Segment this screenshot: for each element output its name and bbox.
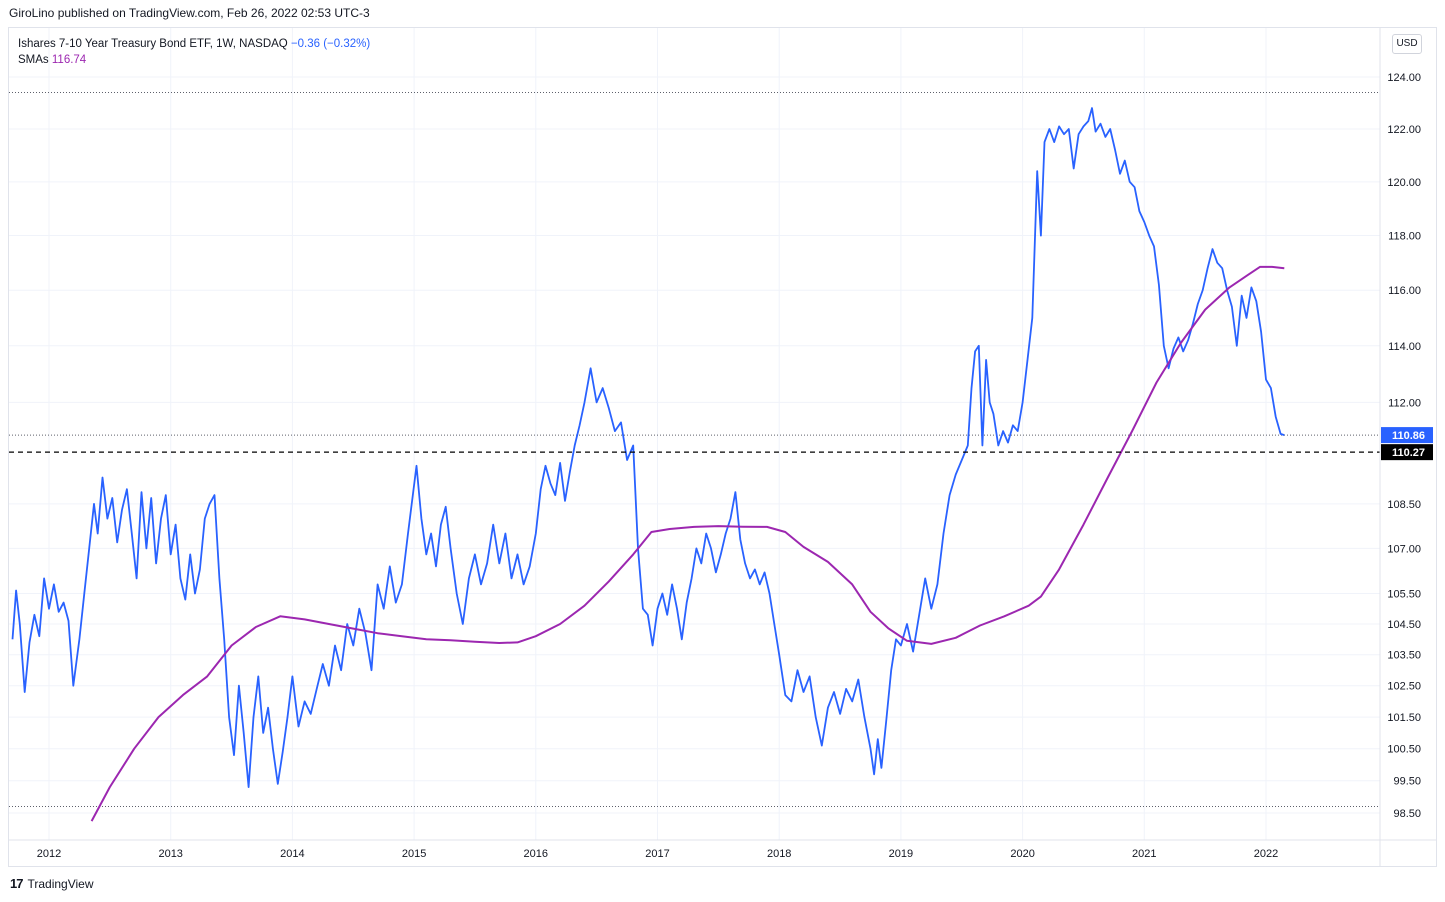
x-tick-label: 2016	[524, 848, 548, 860]
price-labels: 110.86 110.27	[1381, 427, 1433, 461]
y-tick-label: 112.00	[1388, 397, 1421, 409]
y-tick-label: 108.50	[1387, 499, 1421, 511]
y-tick-label: 100.50	[1387, 744, 1421, 756]
line-price-label: 110.27	[1392, 447, 1425, 459]
grid-lines	[9, 28, 1380, 840]
y-tick-label: 116.00	[1388, 285, 1421, 297]
tradingview-brand: TradingView	[27, 876, 94, 891]
x-axis[interactable]: 2012 2013 2014 2015 2016 2017 2018 2019 2020 2021…	[9, 839, 1436, 860]
series-lines	[11, 107, 1285, 822]
last-price-tag	[1381, 427, 1433, 444]
legend-sma-value: 116.74	[51, 54, 87, 66]
legend-change: −0.36 (−0.32%)	[290, 38, 371, 50]
y-tick-label: 105.50	[1387, 589, 1421, 601]
y-tick-label: 101.50	[1387, 712, 1421, 724]
x-tick-label: 2017	[645, 848, 669, 860]
chart-frame	[8, 27, 1437, 867]
price-series-line[interactable]	[11, 107, 1285, 788]
legend-sma-label[interactable]: SMAs	[18, 54, 49, 66]
last-price-label: 110.86	[1392, 430, 1425, 442]
legend-sma-row: SMAs 116.74	[18, 52, 370, 68]
x-tick-label: 2019	[889, 848, 913, 860]
y-tick-label: 122.00	[1387, 124, 1421, 136]
y-tick-label: 118.00	[1388, 231, 1421, 243]
y-tick-label: 107.00	[1387, 543, 1421, 555]
tradingview-logo-icon: 17	[10, 876, 24, 891]
y-tick-label: 103.50	[1387, 650, 1421, 662]
x-tick-label: 2018	[767, 848, 791, 860]
y-tick-label: 102.50	[1387, 681, 1421, 693]
tradingview-logo[interactable]: 17 TradingView	[10, 876, 94, 891]
y-tick-label: 99.50	[1393, 776, 1421, 788]
y-axis[interactable]: 124.00 122.00 120.00 118.00 116.00 114.00 112.…	[1379, 28, 1421, 866]
y-tick-label: 114.00	[1388, 341, 1421, 353]
x-tick-label: 2020	[1010, 848, 1034, 860]
y-tick-label: 98.50	[1393, 808, 1421, 820]
publisher-line: GiroLino published on TradingView.com, F…	[9, 6, 370, 20]
x-tick-label: 2015	[402, 848, 426, 860]
currency-button[interactable]: USD	[1392, 34, 1422, 54]
y-tick-label: 124.00	[1387, 72, 1421, 84]
sma-series-line[interactable]	[90, 265, 1285, 822]
legend-symbol-row: Ishares 7-10 Year Treasury Bond ETF, 1W,…	[18, 36, 370, 52]
legend: Ishares 7-10 Year Treasury Bond ETF, 1W,…	[18, 36, 370, 68]
y-tick-label: 120.00	[1387, 177, 1421, 189]
y-tick-label: 104.50	[1387, 619, 1421, 631]
x-tick-label: 2022	[1254, 848, 1278, 860]
x-tick-label: 2013	[158, 848, 182, 860]
x-tick-label: 2014	[280, 848, 304, 860]
legend-symbol[interactable]: Ishares 7-10 Year Treasury Bond ETF, 1W,…	[18, 38, 288, 50]
line-price-tag	[1381, 444, 1433, 461]
x-tick-label: 2012	[37, 848, 61, 860]
x-tick-label: 2021	[1132, 848, 1156, 860]
dotted-levels	[9, 92, 1380, 808]
